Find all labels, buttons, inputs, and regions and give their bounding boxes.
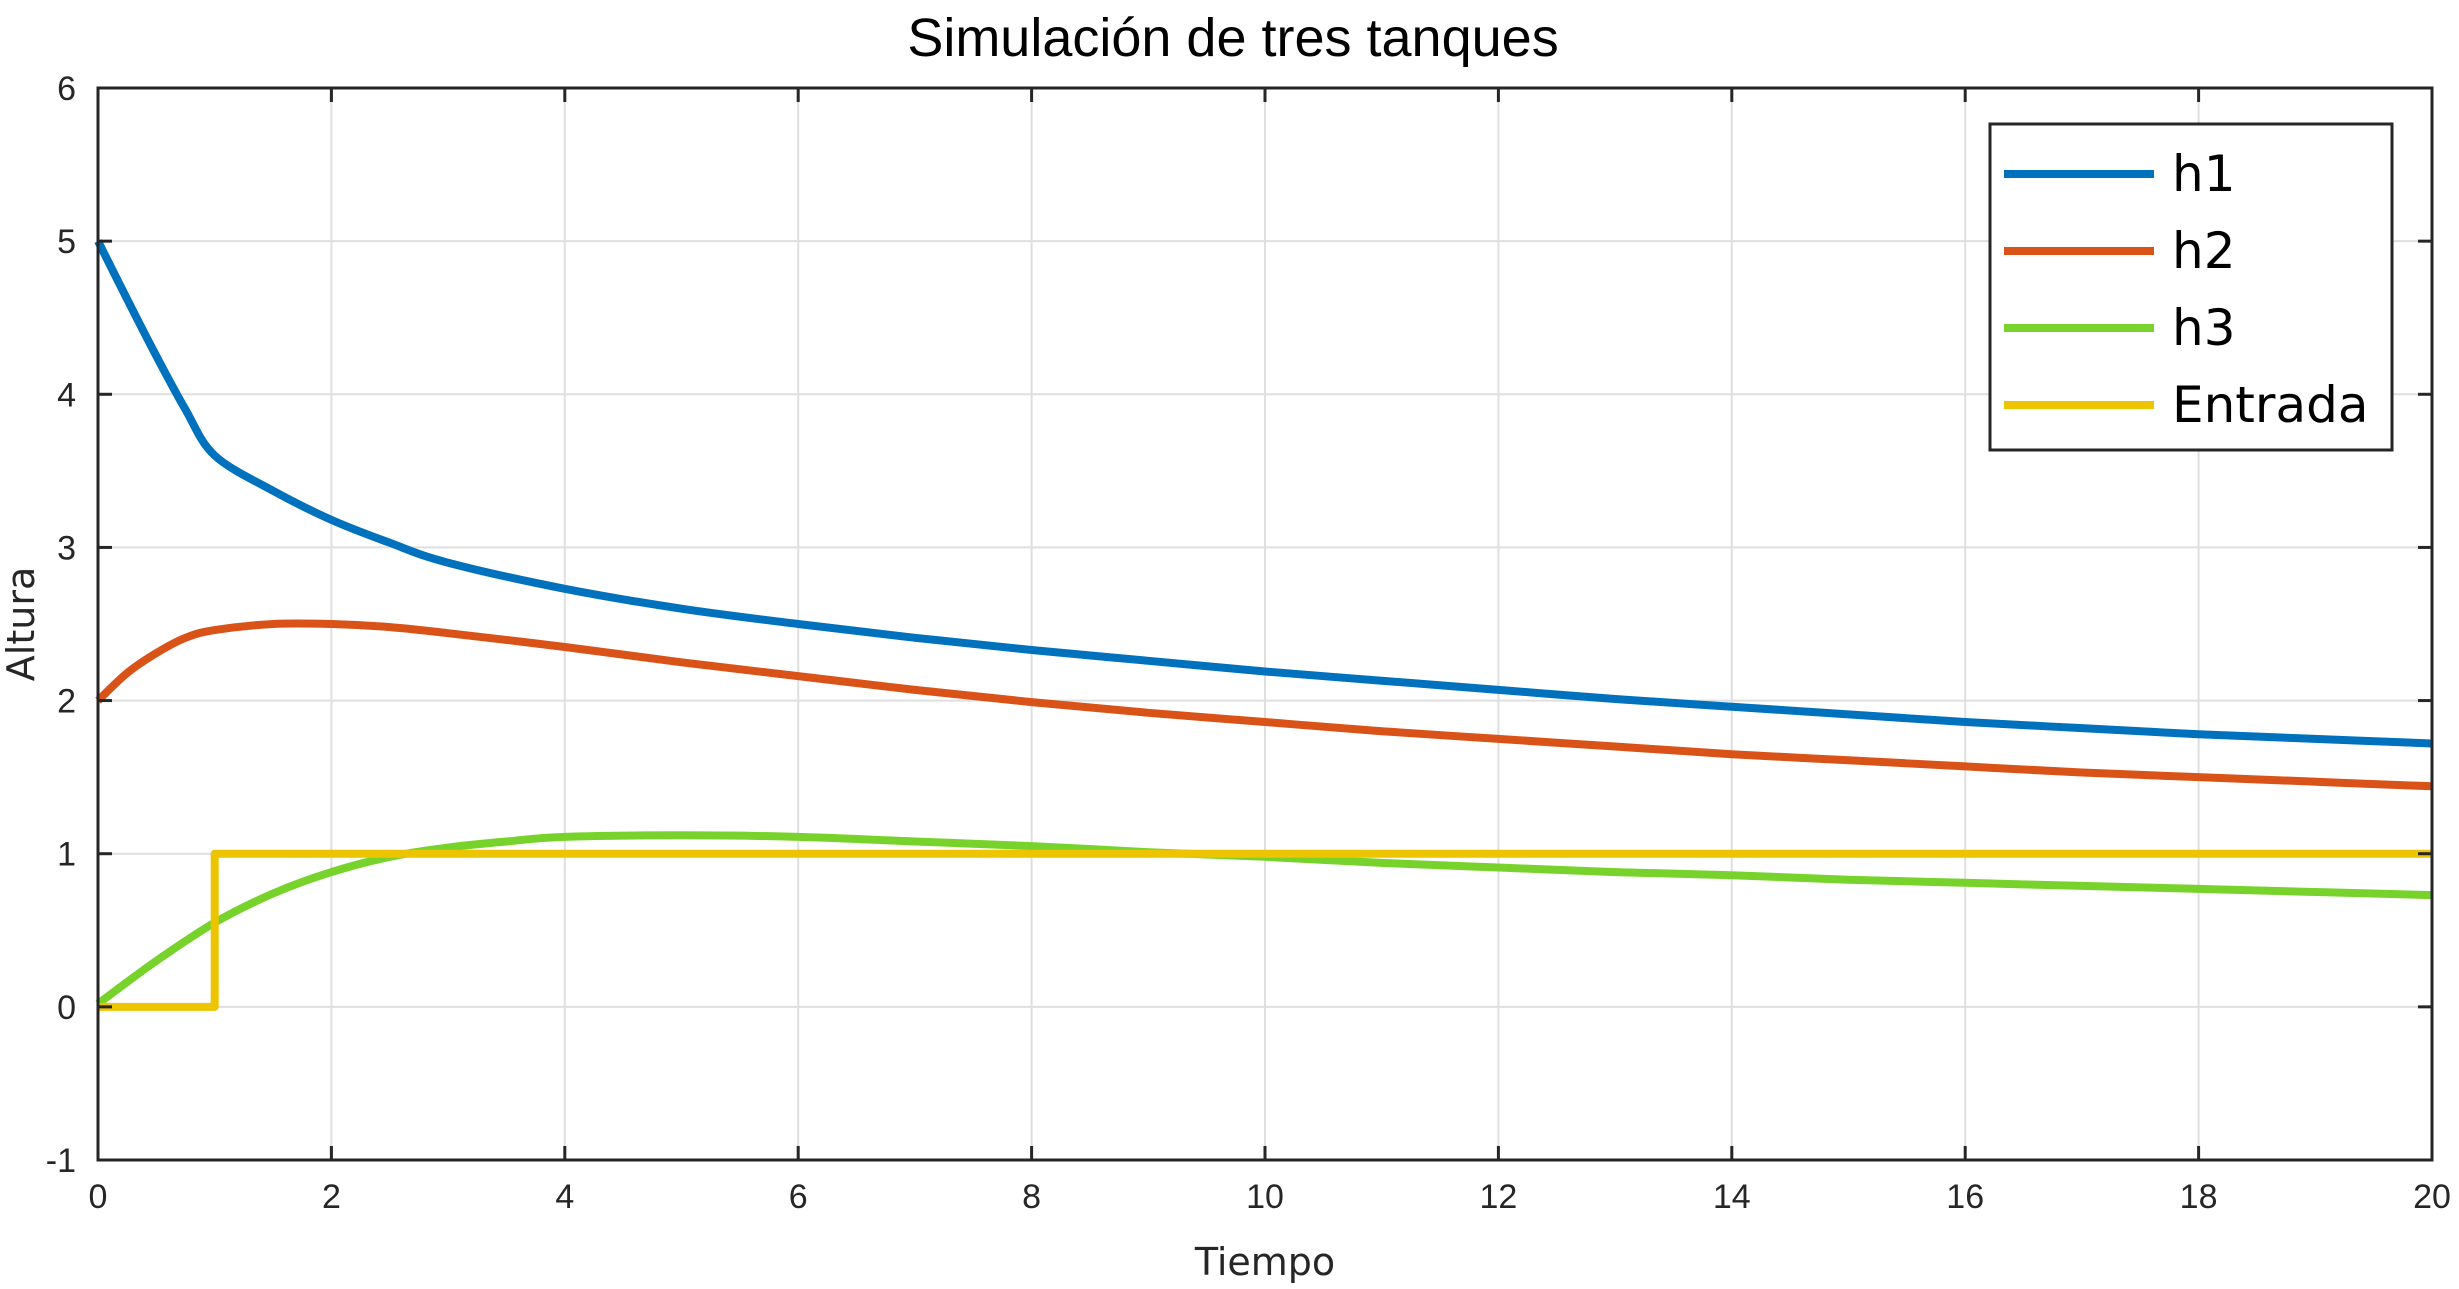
legend-label-entrada: Entrada (2172, 376, 2368, 434)
series-line-h1 (94, 239, 2433, 748)
x-tick-labels: 0 2 4 6 8 10 12 14 16 18 20 (89, 1178, 2451, 1216)
x-tick-label: 14 (1713, 1178, 1751, 1216)
x-tick-label: 20 (2413, 1178, 2451, 1216)
x-tick-label: 0 (89, 1178, 108, 1216)
x-tick-label: 18 (2180, 1178, 2218, 1216)
y-tick-label: 2 (57, 683, 76, 721)
chart-title: Simulación de tres tanques (907, 8, 1558, 68)
y-axis-label: Altura (0, 567, 43, 681)
y-tick-label: 4 (57, 376, 76, 414)
ticks (96, 86, 2434, 1162)
x-tick-label: 16 (1946, 1178, 1984, 1216)
x-axis-label: Tiempo (1194, 1240, 1335, 1284)
y-tick-labels: -1 0 1 2 3 4 5 6 (46, 70, 76, 1180)
y-tick-label: 0 (57, 989, 76, 1027)
legend-label-h2: h2 (2172, 222, 2236, 280)
x-tick-label: 8 (1022, 1178, 1041, 1216)
legend-label-h3: h3 (2172, 299, 2236, 357)
x-tick-label: 2 (322, 1178, 341, 1216)
y-tick-label: 3 (57, 529, 76, 567)
x-tick-label: 10 (1246, 1178, 1284, 1216)
series-line-h2 (95, 619, 2433, 791)
legend-label-h1: h1 (2172, 145, 2236, 203)
y-tick-label: 6 (57, 70, 76, 108)
legend-box (1988, 122, 2394, 452)
x-tick-label: 4 (555, 1178, 574, 1216)
legend: h1 h2 h3 Entrada (1988, 122, 2394, 452)
y-tick-label: 5 (57, 223, 76, 261)
y-tick-label: 1 (57, 836, 76, 874)
x-tick-label: 12 (1479, 1178, 1517, 1216)
x-tick-label: 6 (789, 1178, 808, 1216)
series-line-entrada (98, 849, 2432, 1011)
y-tick-label: -1 (46, 1142, 76, 1180)
series-layer (94, 239, 2433, 1011)
